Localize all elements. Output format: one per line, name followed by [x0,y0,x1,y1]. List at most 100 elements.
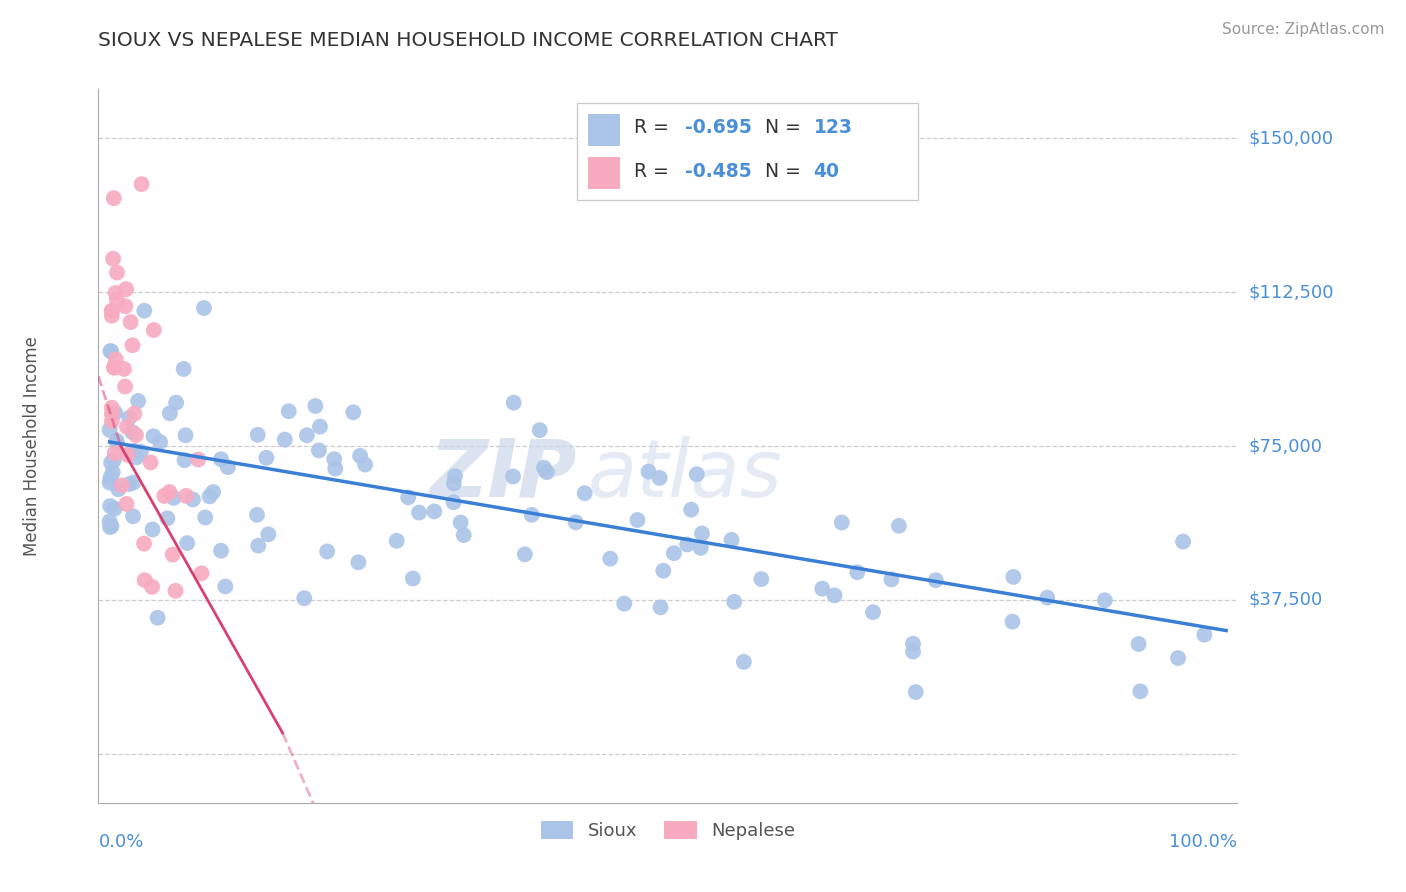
Point [887,518,910,533]
Point [846,565,869,579]
Point [520,508,543,522]
Point [308,443,330,458]
Point [1167,651,1189,665]
Point [295,428,318,442]
Point [107,482,129,496]
Point [114,379,136,393]
Point [650,600,672,615]
Point [134,573,156,587]
Text: -0.485: -0.485 [685,161,752,181]
Point [129,444,152,458]
Point [209,543,232,558]
Point [536,465,558,479]
Point [901,644,924,658]
Point [214,579,236,593]
Point [101,401,124,415]
Text: SIOUX VS NEPALESE MEDIAN HOUSEHOLD INCOME CORRELATION CHART: SIOUX VS NEPALESE MEDIAN HOUSEHOLD INCOM… [98,31,838,50]
Point [100,519,122,533]
Point [104,446,127,460]
Point [174,489,197,503]
Point [120,315,142,329]
Point [142,523,165,537]
Point [118,410,141,425]
Point [141,580,163,594]
Text: 40: 40 [814,161,839,181]
Text: 123: 123 [814,118,852,136]
Point [98,423,121,437]
Point [652,564,675,578]
Text: R =: R = [634,161,675,181]
Point [142,323,165,337]
Text: N =: N = [765,161,807,181]
Point [925,573,948,587]
Point [209,452,232,467]
Point [408,506,430,520]
Point [101,252,124,266]
Point [723,595,745,609]
Point [115,282,138,296]
Point [811,582,834,596]
Text: R =: R = [634,118,675,136]
Text: atlas: atlas [588,435,783,514]
Text: 0.0%: 0.0% [98,833,143,851]
Text: -0.695: -0.695 [685,118,752,136]
Text: $150,000: $150,000 [1249,129,1333,147]
Point [176,536,198,550]
Point [198,489,221,503]
Point [103,453,125,467]
Point [98,475,121,490]
Point [173,362,195,376]
Point [165,395,187,409]
Point [1001,615,1024,629]
Point [444,469,467,483]
Text: $37,500: $37,500 [1249,591,1323,609]
Point [105,434,128,448]
Point [105,293,128,307]
Point [720,533,742,547]
Point [1171,534,1194,549]
Point [125,450,148,465]
Point [104,501,127,516]
Point [733,655,755,669]
Point [1036,591,1059,605]
Point [292,591,315,606]
Point [599,551,621,566]
Point [564,516,586,530]
Point [662,546,685,560]
Point [443,476,465,491]
Point [423,504,446,518]
Point [749,572,772,586]
Point [134,303,156,318]
Point [101,303,124,318]
Point [1194,628,1216,642]
Point [613,597,636,611]
Point [112,362,135,376]
Point [277,404,299,418]
Point [101,304,124,318]
Point [502,469,524,483]
Point [194,510,217,524]
Point [121,425,143,440]
Text: N =: N = [765,118,807,136]
Point [142,429,165,443]
Point [193,301,215,315]
Point [626,513,648,527]
Point [103,191,125,205]
Point [247,539,270,553]
Text: ZIP: ZIP [429,435,576,514]
Text: Median Household Income: Median Household Income [22,336,41,556]
Point [139,455,162,469]
Point [385,533,408,548]
Point [453,528,475,542]
Point [127,394,149,409]
Point [146,611,169,625]
Point [316,544,339,558]
Point [648,471,671,485]
Point [103,360,125,375]
Point [118,477,141,491]
Point [396,491,419,505]
Point [1094,593,1116,607]
Point [257,527,280,541]
Point [1128,637,1150,651]
Point [124,443,146,458]
